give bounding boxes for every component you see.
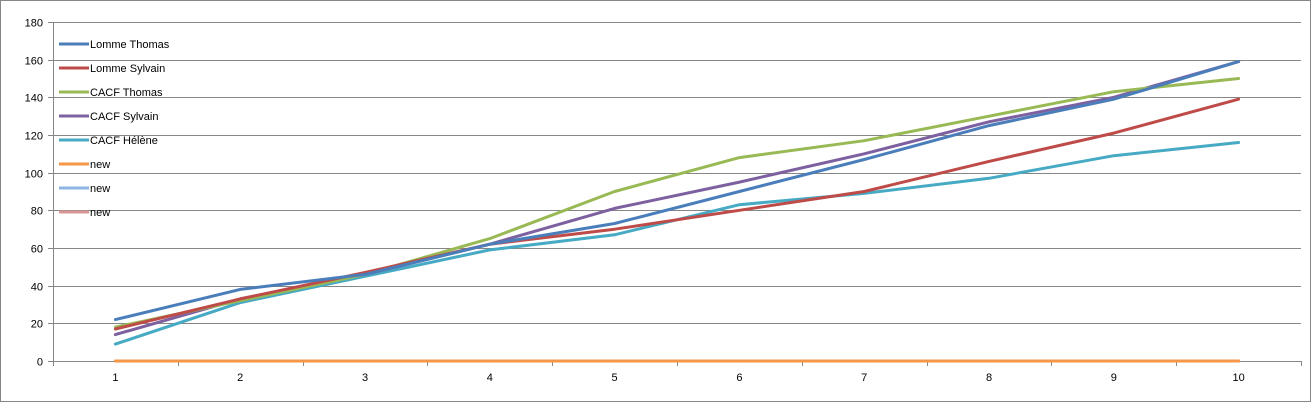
legend-label: Lomme Thomas — [90, 39, 170, 51]
x-tick-label: 9 — [1111, 372, 1117, 384]
legend-label: new — [90, 159, 110, 171]
series-line-3 — [113, 77, 1241, 329]
y-tick-label: 180 — [25, 18, 43, 30]
y-tick-label: 0 — [37, 357, 43, 369]
x-tick-label: 3 — [362, 372, 368, 384]
legend-label: Lomme Sylvain — [90, 63, 165, 75]
legend-label: new — [90, 183, 110, 195]
legend-label: CACF Sylvain — [90, 111, 158, 123]
y-tick-label: 60 — [31, 244, 43, 256]
x-tick-label: 2 — [237, 372, 243, 384]
gridlines — [53, 22, 1301, 362]
x-tick-label: 5 — [612, 372, 618, 384]
legend-label: new — [90, 207, 110, 219]
y-tick-label: 40 — [31, 282, 43, 294]
series-line-2 — [113, 97, 1241, 331]
series-line-1 — [113, 60, 1241, 322]
legend-label: CACF Thomas — [90, 87, 163, 99]
y-tick-label: 140 — [25, 93, 43, 105]
x-tick-label: 4 — [487, 372, 493, 384]
x-tick-label: 1 — [112, 372, 118, 384]
legend: Lomme Thomas Lomme Sylvain CACF Thomas CACF… — [59, 39, 170, 219]
x-tick-label: 6 — [736, 372, 742, 384]
y-tick-label: 100 — [25, 169, 43, 181]
x-tick-label: 8 — [986, 372, 992, 384]
x-tick-label: 7 — [861, 372, 867, 384]
x-tick-label: 10 — [1232, 372, 1244, 384]
y-tick-label: 120 — [25, 131, 43, 143]
legend-label: CACF Hélène — [90, 135, 158, 147]
y-tick-label: 80 — [31, 206, 43, 218]
series-line-5 — [113, 141, 1241, 346]
axes: 0 20 40 60 80 100 120 140 160 180 1 2 3 4 5 6 7 8 9 10 — [25, 18, 1302, 384]
series-lines — [113, 60, 1241, 363]
y-tick-label: 160 — [25, 56, 43, 68]
y-tick-label: 20 — [31, 319, 43, 331]
